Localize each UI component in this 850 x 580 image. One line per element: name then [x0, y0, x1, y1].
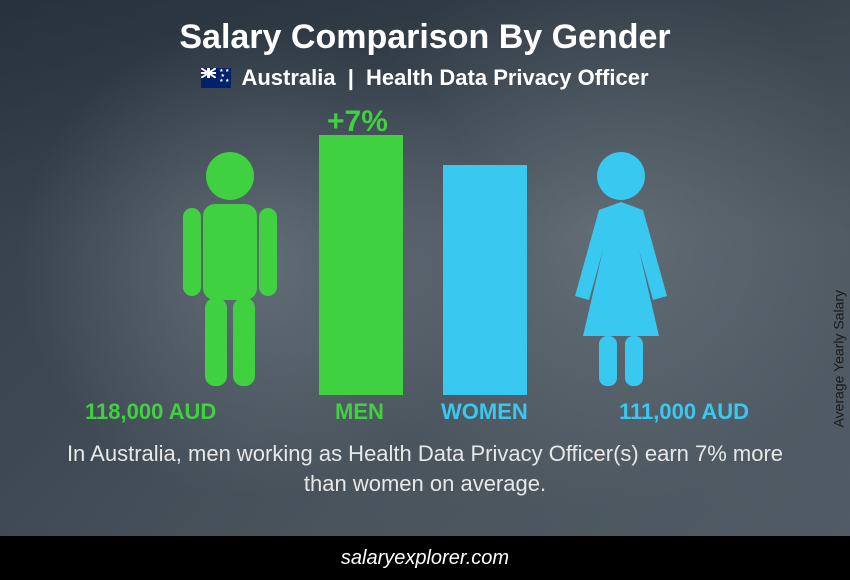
separator: |: [348, 65, 354, 90]
women-label: WOMEN: [441, 399, 528, 425]
footer: salaryexplorer.com: [0, 536, 850, 580]
page-title: Salary Comparison By Gender: [179, 18, 670, 57]
description-text: In Australia, men working as Health Data…: [45, 439, 805, 498]
australia-flag-icon: ★ ★ ★ ★ ★: [201, 68, 231, 88]
women-salary-value: 111,000 AUD: [619, 399, 749, 425]
axis-labels: 118,000 AUD MEN WOMEN 111,000 AUD: [65, 399, 785, 425]
subtitle-text: Australia | Health Data Privacy Officer: [241, 65, 648, 91]
infographic-container: Salary Comparison By Gender ★ ★ ★ ★ ★ Au…: [0, 0, 850, 580]
female-figure-icon: [561, 150, 681, 395]
percent-difference-label: +7%: [327, 105, 388, 139]
male-figure-icon: [175, 150, 285, 395]
men-bar: [319, 135, 403, 395]
women-bar: [443, 165, 527, 395]
men-label: MEN: [335, 399, 384, 425]
role-name: Health Data Privacy Officer: [366, 65, 648, 90]
y-axis-label: Average Yearly Salary: [830, 290, 846, 428]
men-salary-value: 118,000 AUD: [85, 399, 216, 425]
footer-site-name: salaryexplorer.com: [341, 547, 509, 570]
country-name: Australia: [241, 65, 335, 90]
chart-area: +7% 118,000 AUD: [65, 105, 785, 425]
subtitle-row: ★ ★ ★ ★ ★ Australia | Health Data Privac…: [201, 65, 648, 91]
